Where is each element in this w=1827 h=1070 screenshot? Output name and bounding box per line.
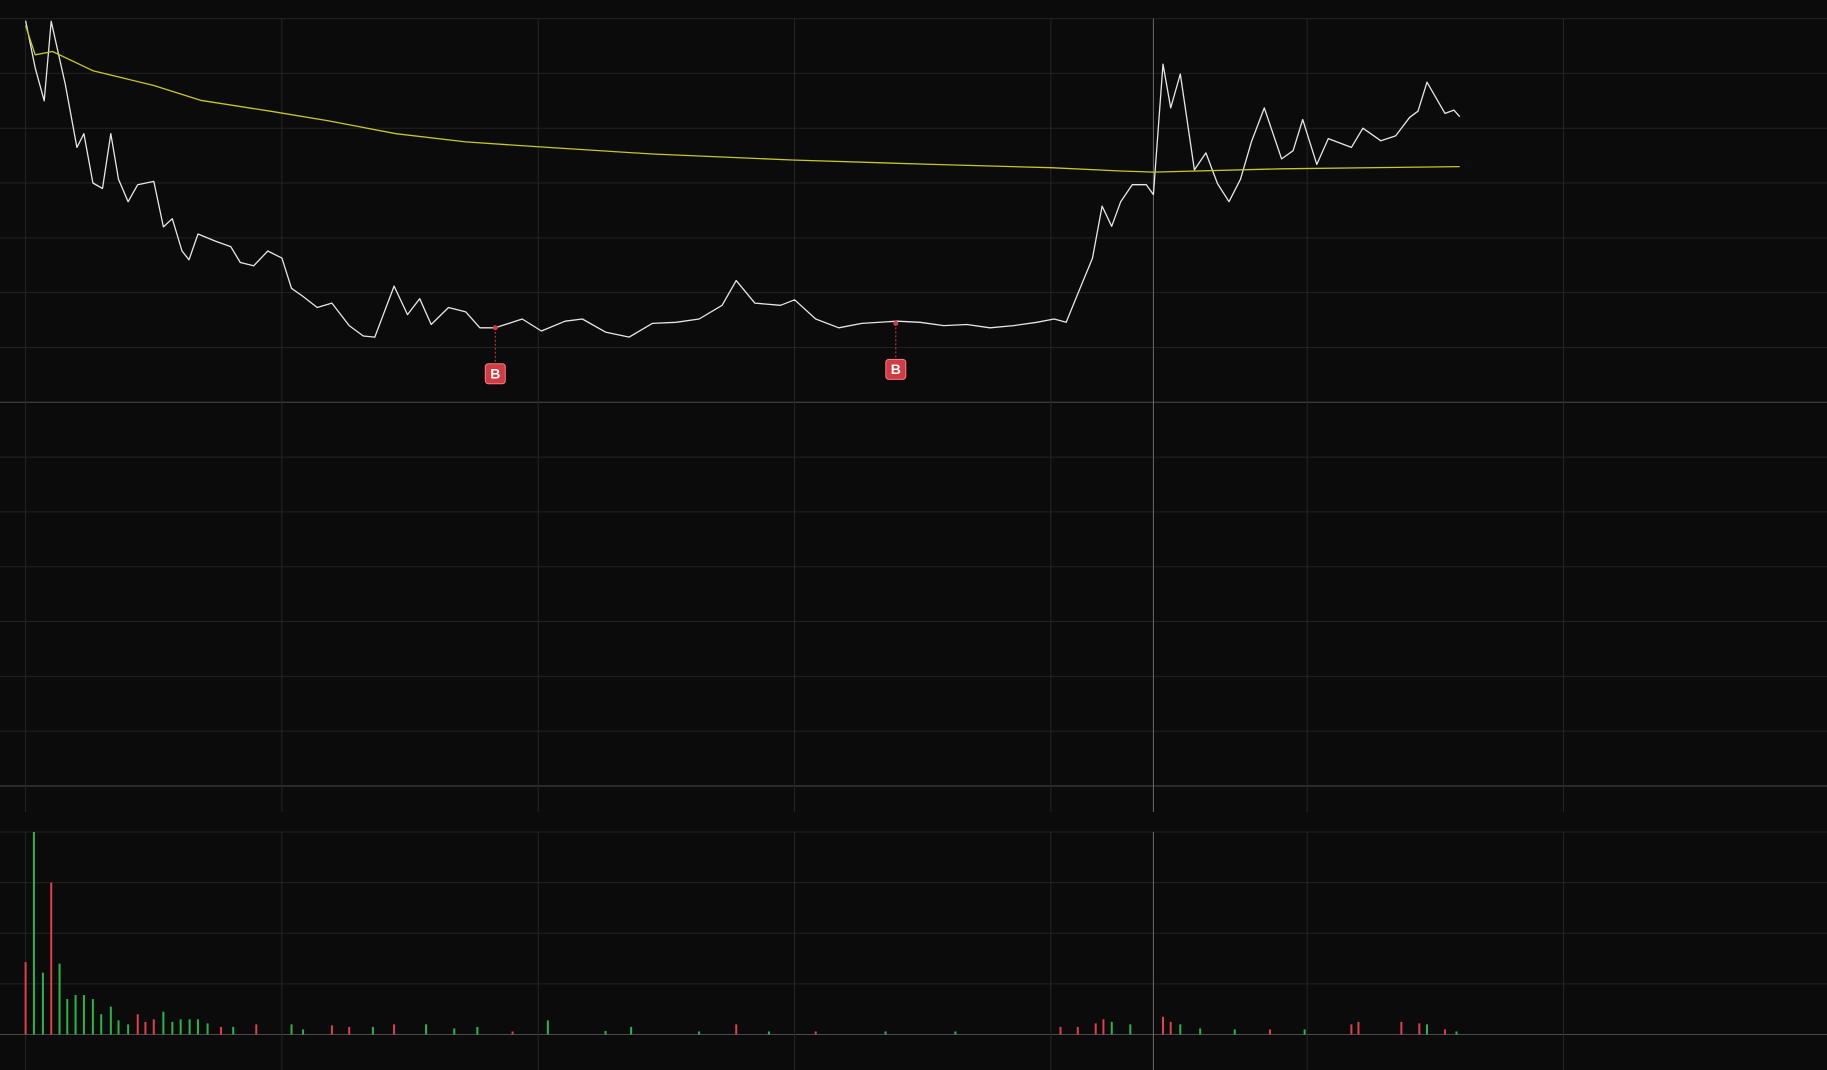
volume-bar <box>630 1026 633 1035</box>
volume-bar <box>511 1031 514 1035</box>
volume-bar <box>393 1024 396 1035</box>
volume-bar <box>1350 1024 1353 1035</box>
volume-bar <box>302 1029 305 1035</box>
volume-bar <box>220 1026 223 1035</box>
volume-bar <box>1357 1021 1360 1035</box>
volume-bar <box>179 1019 182 1035</box>
volume-bar <box>1443 1029 1446 1035</box>
volume-bar <box>255 1024 258 1035</box>
volume-bar <box>884 1031 887 1035</box>
volume-bar <box>171 1021 174 1035</box>
volume-bar <box>1233 1029 1236 1035</box>
marker-box <box>484 363 506 385</box>
volume-bar <box>109 1006 112 1035</box>
volume-bar <box>41 972 44 1035</box>
volume-bar <box>206 1023 209 1035</box>
marker-dot <box>492 325 498 331</box>
volume-bar <box>290 1024 293 1035</box>
volume-bar <box>24 962 27 1035</box>
volume-bar <box>100 1014 103 1035</box>
marker-dot <box>893 320 899 326</box>
volume-bar <box>136 1014 139 1035</box>
volume-bar <box>1110 1021 1113 1035</box>
volume-bar <box>196 1019 199 1035</box>
marker-label: B <box>490 365 500 381</box>
volume-bar <box>453 1028 456 1035</box>
volume-bar <box>162 1011 165 1035</box>
volume-bar <box>1199 1028 1202 1035</box>
volume-bar <box>1102 1019 1105 1035</box>
volume-bar <box>1418 1023 1421 1035</box>
volume-bar <box>1269 1029 1272 1035</box>
volume-bar <box>425 1024 428 1035</box>
volume-bar <box>1094 1023 1097 1035</box>
volume-bar <box>1179 1024 1182 1035</box>
volume-bar <box>127 1024 130 1035</box>
volume-bar <box>767 1031 770 1035</box>
volume-bar <box>82 995 85 1035</box>
volume-bar <box>604 1030 607 1035</box>
volume-bar <box>1455 1031 1458 1035</box>
volume-bar <box>954 1031 957 1035</box>
volume-bar <box>698 1031 701 1035</box>
volume-bar <box>1400 1021 1403 1035</box>
volume-bar <box>188 1019 191 1035</box>
volume-bar <box>546 1020 549 1035</box>
marker-box <box>885 358 907 380</box>
volume-bar <box>735 1024 738 1035</box>
volume-bar <box>50 882 53 1035</box>
volume-bar <box>330 1025 333 1035</box>
series-line <box>24 20 1461 338</box>
volume-bar <box>1129 1024 1132 1035</box>
volume-bar <box>152 1019 155 1035</box>
volume-bar <box>32 832 35 1035</box>
volume-bar <box>371 1026 374 1035</box>
volume-bar <box>117 1020 120 1035</box>
volume-bar <box>1303 1029 1306 1035</box>
volume-bar <box>1169 1021 1172 1035</box>
volume-bar <box>1426 1024 1429 1035</box>
series-line <box>24 25 1460 173</box>
volume-bar <box>74 995 77 1035</box>
volume-bar <box>66 999 69 1035</box>
volume-bar <box>232 1026 235 1035</box>
volume-bar <box>58 963 61 1035</box>
volume-bar <box>1076 1026 1079 1035</box>
volume-bar <box>1059 1026 1062 1035</box>
volume-bar <box>476 1026 479 1035</box>
marker-label: B <box>891 361 901 377</box>
volume-bar <box>814 1031 817 1035</box>
volume-bar <box>91 999 94 1035</box>
volume-bar <box>1162 1016 1165 1035</box>
volume-bar <box>348 1026 351 1035</box>
volume-bar <box>144 1021 147 1035</box>
